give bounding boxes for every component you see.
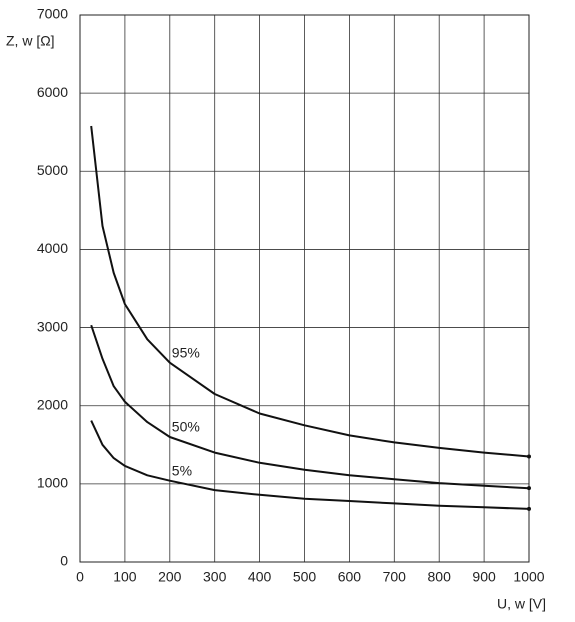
x-tick-label: 0 (76, 569, 84, 585)
curve-label: 50% (172, 419, 200, 435)
x-tick-label: 500 (293, 569, 317, 585)
y-axis-label: Z, w [Ω] (6, 33, 55, 49)
curve (90, 420, 530, 510)
y-tick-label: 7000 (37, 6, 68, 22)
x-tick-label: 100 (113, 569, 137, 585)
end-point (527, 486, 531, 491)
curve (90, 324, 530, 490)
x-tick-label: 300 (203, 569, 227, 585)
y-tick-label: 0 (60, 553, 68, 569)
curve (90, 125, 530, 458)
y-tick-label: 3000 (37, 318, 68, 334)
y-tick-label: 1000 (37, 475, 68, 491)
plot-frame (79, 14, 530, 563)
x-tick-label: 200 (158, 569, 182, 585)
y-tick-label: 2000 (37, 396, 68, 412)
curve-label: 5% (172, 462, 192, 478)
curve-label: 95% (172, 344, 200, 360)
x-axis-label: U, w [V] (497, 596, 546, 612)
x-tick-label: 700 (383, 569, 407, 585)
y-tick-label: 4000 (37, 240, 68, 256)
x-tick-label: 1000 (513, 569, 544, 585)
x-tick-label: 400 (248, 569, 272, 585)
y-tick-label: 6000 (37, 84, 68, 100)
y-tick-label: 5000 (37, 162, 68, 178)
x-tick-label: 900 (472, 569, 496, 585)
x-tick-label: 600 (338, 569, 362, 585)
end-point (527, 454, 531, 459)
end-point (527, 506, 531, 511)
x-tick-label: 800 (428, 569, 452, 585)
